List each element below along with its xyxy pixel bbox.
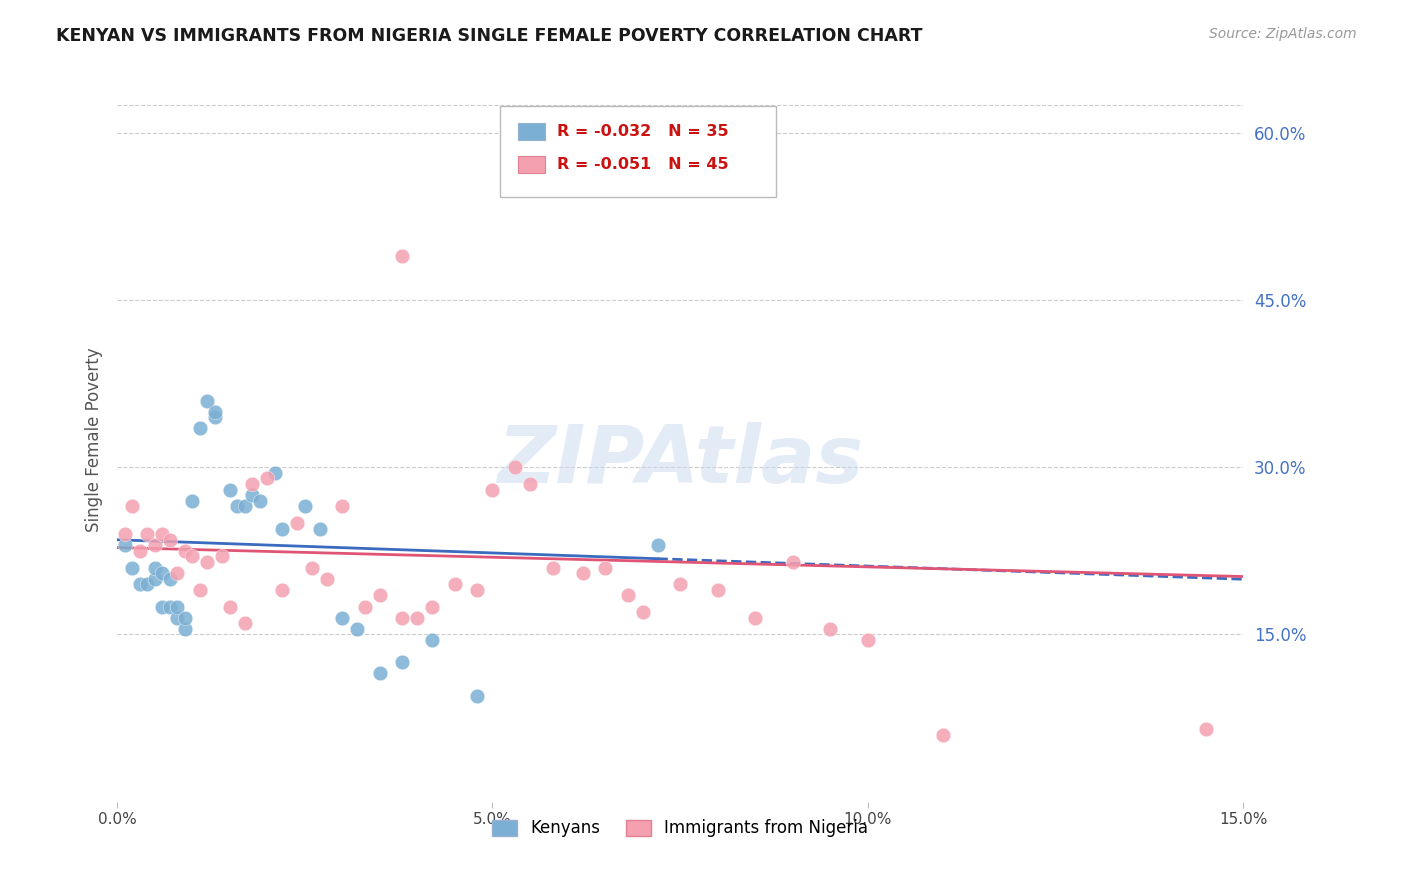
Point [301,560,323,574]
Point [121,500,143,514]
Point [256,471,278,485]
Point [159,572,181,586]
Point [308,522,330,536]
Point [159,599,181,614]
Point [519,477,541,491]
Point [391,656,413,670]
Point [330,611,353,625]
Point [233,616,256,631]
Point [1194,722,1216,736]
Point [173,611,195,625]
Point [114,527,136,541]
Point [422,599,444,614]
Point [368,666,391,681]
Point [136,527,159,541]
Point [240,488,263,502]
Point [188,582,211,597]
Point [285,516,308,530]
Point [128,577,150,591]
Point [294,500,316,514]
Point [233,500,256,514]
Point [143,560,166,574]
Point [211,549,233,564]
Text: Source: ZipAtlas.com: Source: ZipAtlas.com [1209,27,1357,41]
Point [143,572,166,586]
Point [330,500,353,514]
Point [181,549,204,564]
Point [616,589,638,603]
Point [218,483,240,497]
Point [467,582,489,597]
Point [143,538,166,552]
Point [706,582,728,597]
Point [128,544,150,558]
Point [114,538,136,552]
Point [481,483,503,497]
Point [669,577,692,591]
Point [195,555,218,569]
Point [932,728,955,742]
Point [541,560,564,574]
Point [166,566,188,581]
Point [263,466,285,480]
Point [271,522,294,536]
Point [173,544,195,558]
Point [571,566,593,581]
Point [271,582,294,597]
FancyBboxPatch shape [517,155,546,173]
Point [121,560,143,574]
Point [391,249,413,263]
Point [354,599,377,614]
FancyBboxPatch shape [517,123,546,140]
Point [159,533,181,547]
Point [204,410,226,425]
Point [240,477,263,491]
Point [150,566,173,581]
Y-axis label: Single Female Poverty: Single Female Poverty [86,347,103,532]
Point [204,404,226,418]
Point [166,599,188,614]
Point [136,577,159,591]
Point [467,689,489,703]
Point [647,538,669,552]
Point [744,611,766,625]
Point [150,599,173,614]
Point [368,589,391,603]
Point [249,493,271,508]
Point [195,393,218,408]
Legend: Kenyans, Immigrants from Nigeria: Kenyans, Immigrants from Nigeria [485,813,875,844]
Text: R = -0.051   N = 45: R = -0.051 N = 45 [557,157,730,172]
Point [218,599,240,614]
Point [503,460,526,475]
Point [166,611,188,625]
Point [150,527,173,541]
Point [181,493,204,508]
Point [782,555,804,569]
Point [593,560,616,574]
Text: R = -0.032   N = 35: R = -0.032 N = 35 [557,124,730,139]
Point [346,622,368,636]
Point [818,622,841,636]
Point [406,611,429,625]
Point [188,421,211,435]
Text: KENYAN VS IMMIGRANTS FROM NIGERIA SINGLE FEMALE POVERTY CORRELATION CHART: KENYAN VS IMMIGRANTS FROM NIGERIA SINGLE… [56,27,922,45]
Point [226,500,249,514]
Point [422,633,444,648]
Text: ZIPAtlas: ZIPAtlas [496,422,863,500]
Point [173,622,195,636]
Point [444,577,467,591]
Point [316,572,339,586]
FancyBboxPatch shape [501,106,776,197]
Point [631,605,654,619]
Point [391,611,413,625]
Point [856,633,879,648]
